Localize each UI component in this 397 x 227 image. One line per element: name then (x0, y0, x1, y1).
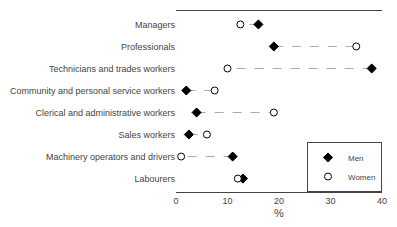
svg-text:40: 40 (377, 196, 387, 206)
svg-text:Technicians and trades workers: Technicians and trades workers (49, 64, 176, 74)
svg-text:Men: Men (348, 154, 364, 163)
svg-text:10: 10 (222, 196, 232, 206)
svg-text:Labourers: Labourers (134, 174, 175, 184)
svg-text:Community and personal service: Community and personal service workers (10, 86, 176, 96)
svg-text:%: % (274, 207, 284, 219)
svg-text:Managers: Managers (135, 20, 176, 30)
svg-text:Clerical and administrative wo: Clerical and administrative workers (35, 108, 175, 118)
svg-text:0: 0 (173, 196, 178, 206)
svg-text:Machinery operators and driver: Machinery operators and drivers (46, 152, 176, 162)
svg-text:Women: Women (348, 173, 375, 182)
svg-text:30: 30 (325, 196, 335, 206)
svg-text:20: 20 (274, 196, 284, 206)
svg-text:Sales workers: Sales workers (118, 130, 175, 140)
svg-text:Professionals: Professionals (121, 42, 176, 52)
